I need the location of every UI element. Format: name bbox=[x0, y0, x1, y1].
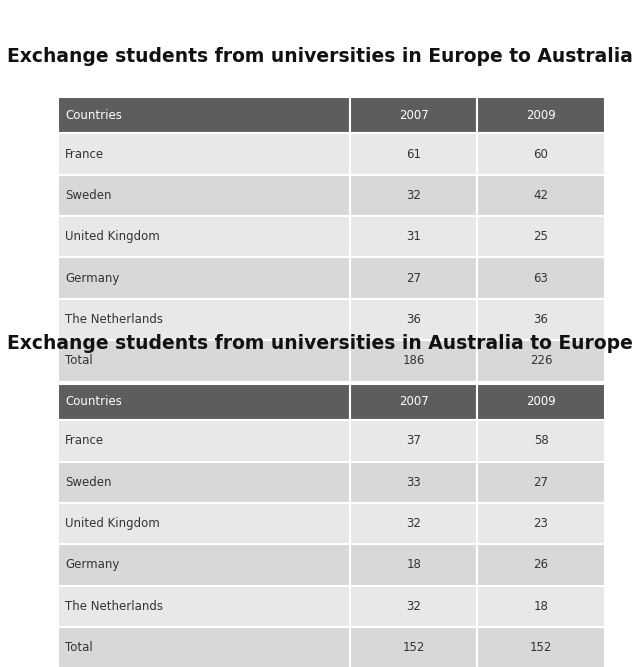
Text: 152: 152 bbox=[530, 641, 552, 654]
Text: Total: Total bbox=[65, 354, 93, 368]
Bar bbox=[58, 503, 350, 544]
Text: 32: 32 bbox=[406, 517, 421, 530]
Bar bbox=[58, 544, 350, 586]
Text: 31: 31 bbox=[406, 230, 421, 243]
Text: 27: 27 bbox=[534, 476, 548, 489]
Bar bbox=[58, 627, 350, 667]
Text: Total: Total bbox=[65, 641, 93, 654]
Text: 60: 60 bbox=[534, 147, 548, 161]
Text: The Netherlands: The Netherlands bbox=[65, 313, 163, 326]
Text: 27: 27 bbox=[406, 271, 421, 285]
Bar bbox=[58, 216, 350, 257]
Text: 25: 25 bbox=[534, 230, 548, 243]
Bar bbox=[477, 299, 605, 340]
Text: 18: 18 bbox=[534, 600, 548, 613]
Text: 186: 186 bbox=[403, 354, 425, 368]
Bar bbox=[350, 133, 477, 175]
Bar bbox=[58, 299, 350, 340]
Text: 32: 32 bbox=[406, 189, 421, 202]
Bar bbox=[58, 586, 350, 627]
Text: 226: 226 bbox=[530, 354, 552, 368]
Text: Exchange students from universities in Australia to Europe: Exchange students from universities in A… bbox=[7, 334, 633, 353]
Text: IEA: IEA bbox=[190, 237, 348, 319]
Bar bbox=[477, 97, 605, 133]
Bar bbox=[58, 133, 350, 175]
Text: 42: 42 bbox=[534, 189, 548, 202]
Text: 58: 58 bbox=[534, 434, 548, 448]
Text: Countries: Countries bbox=[65, 109, 122, 121]
Bar bbox=[58, 420, 350, 462]
Bar bbox=[477, 257, 605, 299]
Bar bbox=[350, 503, 477, 544]
Text: France: France bbox=[65, 147, 104, 161]
Text: 152: 152 bbox=[403, 641, 425, 654]
Text: 23: 23 bbox=[534, 517, 548, 530]
Bar bbox=[477, 420, 605, 462]
Bar bbox=[350, 299, 477, 340]
Text: The Netherlands: The Netherlands bbox=[65, 600, 163, 613]
Bar bbox=[477, 384, 605, 420]
Text: Germany: Germany bbox=[65, 271, 120, 285]
Bar bbox=[350, 216, 477, 257]
Bar bbox=[58, 257, 350, 299]
Text: IEA: IEA bbox=[190, 524, 348, 606]
Bar bbox=[350, 384, 477, 420]
Bar bbox=[350, 97, 477, 133]
Text: United Kingdom: United Kingdom bbox=[65, 517, 160, 530]
Text: Countries: Countries bbox=[65, 396, 122, 408]
Bar bbox=[477, 175, 605, 216]
Bar bbox=[477, 503, 605, 544]
Bar bbox=[477, 462, 605, 503]
Bar bbox=[477, 627, 605, 667]
Text: 36: 36 bbox=[534, 313, 548, 326]
Text: 2009: 2009 bbox=[526, 109, 556, 121]
Bar bbox=[350, 257, 477, 299]
Text: 18: 18 bbox=[406, 558, 421, 572]
Text: France: France bbox=[65, 434, 104, 448]
Bar bbox=[477, 544, 605, 586]
Text: 2007: 2007 bbox=[399, 109, 429, 121]
Bar bbox=[58, 462, 350, 503]
Text: 33: 33 bbox=[406, 476, 421, 489]
Bar bbox=[477, 340, 605, 382]
Text: United Kingdom: United Kingdom bbox=[65, 230, 160, 243]
Text: 32: 32 bbox=[406, 600, 421, 613]
Text: Exchange students from universities in Europe to Australia: Exchange students from universities in E… bbox=[7, 47, 633, 66]
Text: Sweden: Sweden bbox=[65, 189, 112, 202]
Bar bbox=[477, 133, 605, 175]
Text: Germany: Germany bbox=[65, 558, 120, 572]
Text: 36: 36 bbox=[406, 313, 421, 326]
Text: 2007: 2007 bbox=[399, 396, 429, 408]
Text: 2009: 2009 bbox=[526, 396, 556, 408]
Bar bbox=[58, 384, 350, 420]
Text: Sweden: Sweden bbox=[65, 476, 112, 489]
Bar bbox=[58, 97, 350, 133]
Bar bbox=[350, 627, 477, 667]
Bar bbox=[350, 340, 477, 382]
Bar bbox=[58, 340, 350, 382]
Bar bbox=[350, 175, 477, 216]
Bar bbox=[477, 586, 605, 627]
Bar bbox=[477, 216, 605, 257]
Text: 61: 61 bbox=[406, 147, 421, 161]
Bar bbox=[350, 586, 477, 627]
Text: 26: 26 bbox=[534, 558, 548, 572]
Bar bbox=[350, 420, 477, 462]
Bar bbox=[58, 175, 350, 216]
Text: 63: 63 bbox=[534, 271, 548, 285]
Text: 37: 37 bbox=[406, 434, 421, 448]
Bar bbox=[350, 544, 477, 586]
Bar bbox=[350, 462, 477, 503]
